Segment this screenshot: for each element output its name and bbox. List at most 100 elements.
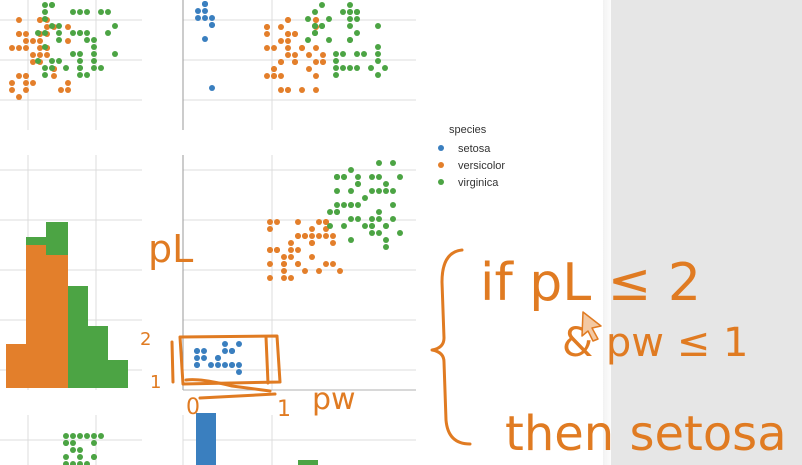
scatter-point-virginica: [375, 51, 381, 57]
scatter-point-versicolor: [309, 226, 315, 232]
scatter-point-virginica: [355, 174, 361, 180]
scatter-point-virginica: [91, 433, 97, 439]
scatter-point-virginica: [312, 30, 318, 36]
histogram-bar: [68, 286, 88, 388]
scatter-point-versicolor: [30, 52, 36, 58]
scatter-point-virginica: [333, 51, 339, 57]
scatter-point-virginica: [98, 65, 104, 71]
scatter-point-virginica: [390, 188, 396, 194]
scatter-point-versicolor: [316, 268, 322, 274]
scatter-point-virginica: [383, 223, 389, 229]
scatter-point-versicolor: [292, 59, 298, 65]
scatter-point-versicolor: [285, 45, 291, 51]
scatter-point-virginica: [369, 174, 375, 180]
scatter-point-versicolor: [288, 240, 294, 246]
ink-x-line: [198, 392, 277, 400]
scatter-point-versicolor: [267, 219, 273, 225]
scatter-point-virginica: [362, 195, 368, 201]
scatter-point-virginica: [312, 9, 318, 15]
scatter-point-virginica: [347, 65, 353, 71]
scatter-point-virginica: [347, 9, 353, 15]
panel-shadow: [603, 0, 613, 465]
scatter-point-virginica: [340, 65, 346, 71]
scatter-point-versicolor: [316, 219, 322, 225]
scatter-point-virginica: [77, 454, 83, 460]
scatter-point-setosa: [202, 8, 208, 14]
scatter-point-virginica: [390, 202, 396, 208]
scatter-point-setosa: [202, 36, 208, 42]
scatter-point-versicolor: [58, 87, 64, 93]
histogram-bar: [298, 460, 318, 465]
scatter-point-virginica: [63, 433, 69, 439]
scatter-point-virginica: [333, 65, 339, 71]
scatter-point-versicolor: [23, 31, 29, 37]
scatter-point-virginica: [63, 65, 69, 71]
legend-marker-setosa: [438, 145, 444, 151]
scatter-point-virginica: [70, 440, 76, 446]
scatter-point-virginica: [91, 440, 97, 446]
scatter-point-versicolor: [306, 66, 312, 72]
histogram-bar: [26, 245, 46, 388]
scatter-point-versicolor: [30, 59, 36, 65]
scatter-point-virginica: [327, 223, 333, 229]
scatter-point-versicolor: [285, 87, 291, 93]
scatter-point-versicolor: [274, 219, 280, 225]
scatter-point-versicolor: [306, 52, 312, 58]
scatter-point-virginica: [56, 30, 62, 36]
scatter-point-virginica: [375, 58, 381, 64]
scatter-point-setosa: [195, 8, 201, 14]
scatter-point-setosa: [202, 15, 208, 21]
scatter-point-virginica: [340, 51, 346, 57]
scatter-point-setosa: [222, 362, 228, 368]
scatter-point-virginica: [105, 9, 111, 15]
scatter-point-virginica: [70, 9, 76, 15]
scatter-point-virginica: [376, 174, 382, 180]
scatter-point-virginica: [91, 51, 97, 57]
scatter-point-virginica: [341, 223, 347, 229]
scatter-point-virginica: [91, 44, 97, 50]
ink-mark-2: 2: [140, 329, 151, 350]
scatter-point-virginica: [42, 9, 48, 15]
ink-y-axis-stroke: [170, 340, 175, 384]
subplot-grids: [0, 0, 416, 465]
scatter-point-versicolor: [264, 45, 270, 51]
scatter-point-versicolor: [295, 261, 301, 267]
scatter-point-versicolor: [313, 73, 319, 79]
scatter-point-virginica: [312, 23, 318, 29]
scatter-point-versicolor: [309, 240, 315, 246]
scatter-point-virginica: [42, 65, 48, 71]
scatter-point-versicolor: [23, 80, 29, 86]
scatter-point-versicolor: [9, 80, 15, 86]
scatter-point-virginica: [42, 2, 48, 8]
scatter-point-virginica: [327, 209, 333, 215]
scatter-point-versicolor: [271, 73, 277, 79]
scatter-point-virginica: [84, 9, 90, 15]
ink-arrow-x: [184, 378, 272, 393]
legend-label-virginica: virginica: [458, 177, 499, 189]
scatter-point-versicolor: [313, 17, 319, 23]
histogram-bar: [26, 237, 46, 245]
scatter-point-setosa: [229, 348, 235, 354]
scatter-point-virginica: [84, 37, 90, 43]
scatter-point-versicolor: [16, 17, 22, 23]
scatter-point-virginica: [91, 65, 97, 71]
scatter-point-setosa: [209, 15, 215, 21]
ink-curly-brace: [430, 248, 472, 446]
ink-selection-box: [178, 334, 282, 386]
scatter-point-setosa: [229, 362, 235, 368]
scatter-point-versicolor: [281, 268, 287, 274]
scatter-point-virginica: [77, 72, 83, 78]
legend-label-versicolor: versicolor: [458, 160, 505, 172]
scatter-point-virginica: [348, 202, 354, 208]
scatter-point-virginica: [42, 30, 48, 36]
scatter-point-virginica: [376, 216, 382, 222]
scatter-point-virginica: [98, 433, 104, 439]
scatter-point-virginica: [77, 65, 83, 71]
scatter-point-versicolor: [295, 247, 301, 253]
scatter-point-virginica: [42, 16, 48, 22]
scatter-point-virginica: [347, 37, 353, 43]
scatter-point-virginica: [340, 9, 346, 15]
scatter-point-virginica: [341, 202, 347, 208]
scatter-point-virginica: [70, 433, 76, 439]
